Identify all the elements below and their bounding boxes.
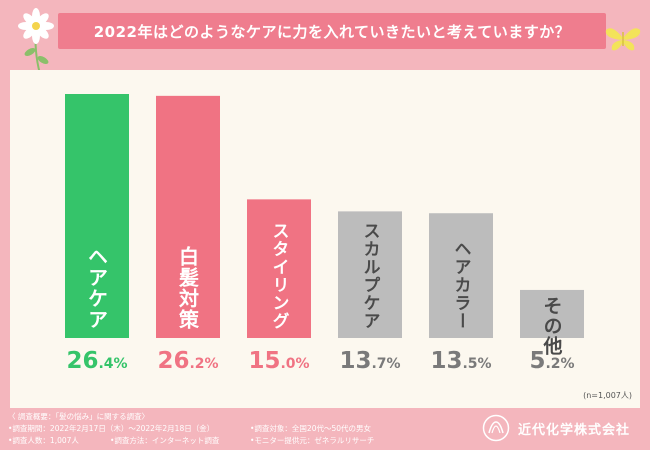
- chart-panel: ヘアケア 26.4% 白髪対策 26.2% スタイリング 15.0% スカルプケア 13.7%…: [10, 70, 640, 408]
- bar-5: [520, 289, 584, 338]
- bar-category-label: 白髪対策: [175, 246, 200, 330]
- bar-value-label: 26.4%: [66, 348, 128, 374]
- bar-1: [156, 95, 220, 338]
- bar-value-label: 26.2%: [157, 348, 219, 374]
- bar-chart: [65, 94, 584, 338]
- survey-target: •調査対象：全国20代～50代の男女: [250, 424, 372, 433]
- bar-category-label: その他: [540, 295, 563, 356]
- survey-period: •調査期間：2022年2月17日（木）～2022年2月18日（金）: [8, 424, 215, 433]
- butterfly-icon: [605, 28, 641, 51]
- company-logo-icon: [482, 414, 510, 442]
- chart-title: 2022年はどのようなケアに力を入れていきたいと考えていますか？: [58, 13, 606, 49]
- survey-summary: 〈 調査概要：「髪の悩み」に関する調査〉: [8, 412, 150, 421]
- bar-2: [247, 199, 311, 338]
- survey-provider: •モニター提供元：ゼネラルリサーチ: [250, 436, 375, 445]
- survey-method: •調査方法：インターネット調査: [110, 436, 220, 445]
- bar-category-label: ヘアカラー: [450, 240, 471, 330]
- bar-value-label: 13.5%: [430, 348, 492, 374]
- bar-value-label: 13.7%: [339, 348, 401, 374]
- bar-value-label: 5.2%: [529, 348, 575, 374]
- bar-0: [65, 94, 129, 338]
- company-brand: 近代化学株式会社: [482, 414, 630, 442]
- bar-category-label: スタイリング: [268, 222, 289, 330]
- bar-4: [429, 213, 493, 338]
- flower-icon: [18, 8, 54, 75]
- bar-3: [338, 211, 402, 338]
- bar-value-label: 15.0%: [248, 348, 310, 374]
- bar-category-label: ヘアケア: [84, 246, 109, 330]
- bar-category-label: スカルプケア: [359, 222, 380, 330]
- company-name: 近代化学株式会社: [518, 422, 631, 438]
- survey-count: •調査人数：1,007人: [8, 436, 79, 445]
- sample-size-note: (n=1,007人): [583, 391, 632, 400]
